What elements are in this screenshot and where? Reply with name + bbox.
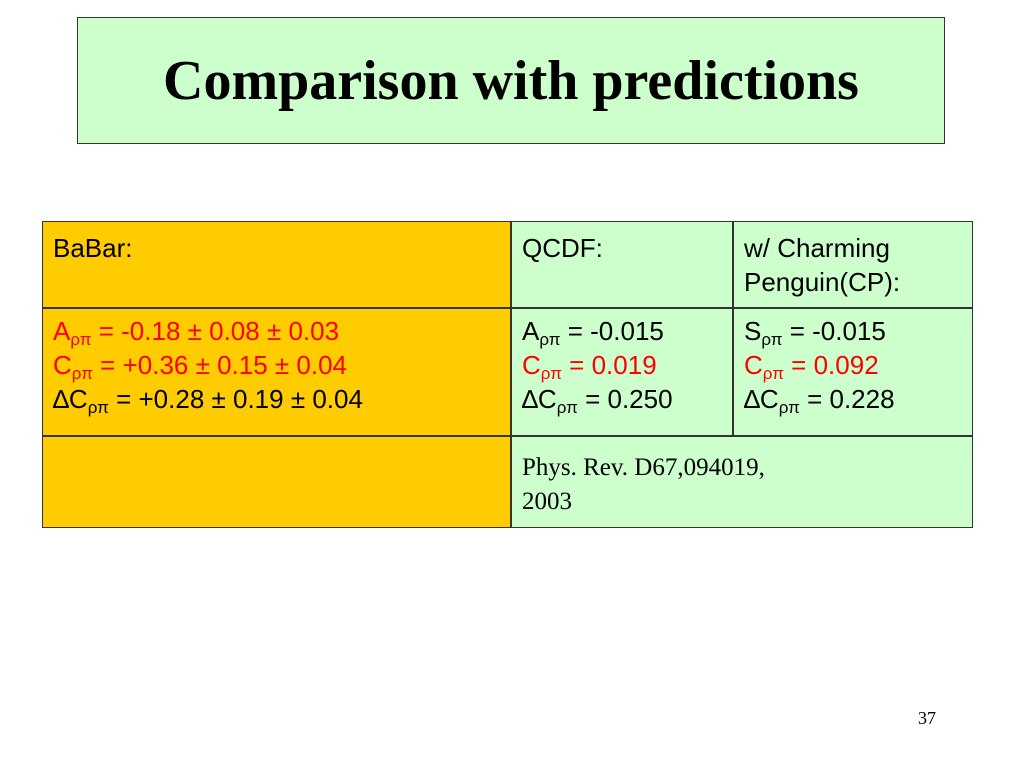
qcdf-a-value: = -0.015 (560, 316, 664, 346)
cp-line-s: Sρπ = -0.015 (744, 315, 962, 349)
qcdf-header: QCDF: (522, 233, 603, 263)
cp-dc-value: = 0.228 (799, 383, 895, 414)
babar-dc-symbol: ∆C (53, 383, 88, 414)
slide-title: Comparison with predictions (163, 49, 859, 112)
qcdf-dc-subscript: ρπ (556, 397, 578, 417)
reference-cell: Phys. Rev. D67,094019, 2003 (511, 436, 973, 528)
qcdf-c-value: = 0.019 (561, 349, 657, 380)
cp-line-dc: ∆Cρπ = 0.228 (744, 383, 962, 417)
qcdf-dc-value: = 0.250 (577, 383, 673, 414)
qcdf-dc-symbol: ∆C (522, 383, 557, 414)
qcdf-a-symbol: A (522, 316, 540, 346)
cp-data-cell: Sρπ = -0.015 Cρπ = 0.092 ∆Cρπ = 0.228 (733, 308, 973, 436)
qcdf-line-dc: ∆Cρπ = 0.250 (522, 383, 722, 417)
cp-s-value: = -0.015 (782, 316, 886, 346)
title-box: Comparison with predictions (77, 17, 945, 144)
cp-dc-subscript: ρπ (778, 397, 800, 417)
babar-data-cell: Aρπ = -0.18 ± 0.08 ± 0.03 Cρπ = +0.36 ± … (42, 308, 511, 436)
reference-line-2: 2003 (522, 487, 572, 515)
babar-line-a: Aρπ = -0.18 ± 0.08 ± 0.03 (53, 315, 500, 349)
cp-dc-symbol: ∆C (744, 383, 779, 414)
babar-c-value: = +0.36 ± 0.15 ± 0.04 (92, 349, 348, 380)
page-number: 37 (918, 708, 936, 728)
cp-c-value: = 0.092 (783, 349, 879, 380)
qcdf-data-cell: Aρπ = -0.015 Cρπ = 0.019 ∆Cρπ = 0.250 (511, 308, 733, 436)
qcdf-line-a: Aρπ = -0.015 (522, 315, 722, 349)
qcdf-c-symbol: C (522, 349, 541, 380)
babar-header: BaBar: (53, 233, 133, 263)
qcdf-header-cell: QCDF: (511, 221, 733, 308)
cp-line-c: Cρπ = 0.092 (744, 349, 962, 383)
reference-line-1: Phys. Rev. D67,094019, (522, 454, 765, 481)
cp-header-line-2: Penguin(CP): (744, 266, 901, 297)
cp-s-subscript: ρπ (761, 330, 783, 349)
babar-line-c: Cρπ = +0.36 ± 0.15 ± 0.04 (53, 349, 500, 383)
babar-c-subscript: ρπ (71, 363, 93, 383)
babar-empty-cell (42, 436, 511, 528)
babar-dc-subscript: ρπ (87, 397, 109, 417)
cp-header-cell: w/ Charming Penguin(CP): (733, 221, 973, 308)
babar-header-cell: BaBar: (42, 221, 511, 308)
babar-a-symbol: A (53, 316, 71, 346)
qcdf-c-subscript: ρπ (540, 363, 562, 383)
babar-a-subscript: ρπ (70, 330, 92, 349)
cp-c-subscript: ρπ (762, 363, 784, 383)
babar-c-symbol: C (53, 349, 72, 380)
qcdf-line-c: Cρπ = 0.019 (522, 349, 722, 383)
qcdf-a-subscript: ρπ (539, 330, 561, 349)
babar-a-value: = -0.18 ± 0.08 ± 0.03 (91, 316, 340, 346)
cp-s-symbol: S (744, 316, 762, 346)
babar-dc-value: = +0.28 ± 0.19 ± 0.04 (108, 383, 363, 414)
cp-header-line-1: w/ Charming (744, 233, 890, 263)
cp-c-symbol: C (744, 349, 763, 380)
babar-line-dc: ∆Cρπ = +0.28 ± 0.19 ± 0.04 (53, 383, 500, 417)
